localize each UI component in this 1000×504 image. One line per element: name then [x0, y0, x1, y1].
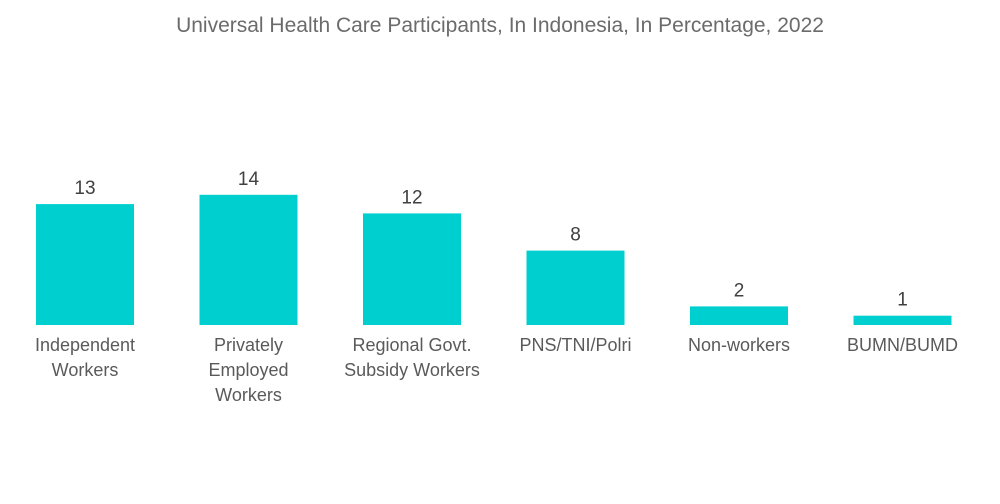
bar-0	[36, 204, 134, 325]
category-label-line: Privately	[214, 335, 283, 355]
category-label-line: Workers	[52, 360, 119, 380]
category-label-line: Workers	[215, 385, 282, 405]
category-label-3: PNS/TNI/Polri	[519, 335, 631, 355]
bar-1	[199, 194, 298, 325]
category-label-4: Non-workers	[688, 335, 790, 355]
category-label-line: BUMN/BUMD	[847, 335, 958, 355]
value-label-5: 1	[897, 290, 908, 311]
value-label-0: 13	[74, 178, 95, 199]
value-label-1: 14	[238, 169, 260, 190]
category-label-line: Subsidy Workers	[344, 360, 480, 380]
bar-3	[526, 250, 625, 325]
category-label-5: BUMN/BUMD	[847, 335, 958, 355]
category-label-line: Independent	[35, 335, 135, 355]
category-label-0: Independent Workers	[35, 335, 135, 380]
bars-group	[36, 194, 952, 325]
bar-4	[690, 306, 788, 325]
category-label-1: Privately Employed Workers	[208, 335, 288, 405]
category-label-2: Regional Govt. Subsidy Workers	[344, 335, 480, 380]
category-label-line: PNS/TNI/Polri	[519, 335, 631, 355]
value-label-4: 2	[734, 280, 745, 301]
bar-2	[363, 213, 461, 325]
category-label-line: Regional Govt.	[352, 335, 471, 355]
value-labels-group: 13 14 12 8 2 1	[74, 169, 907, 311]
category-labels-group: Independent Workers Privately Employed Worke…	[35, 335, 958, 405]
value-label-2: 12	[401, 187, 422, 208]
category-label-line: Employed	[208, 360, 288, 380]
chart-title: Universal Health Care Participants, In I…	[176, 14, 824, 37]
category-label-line: Non-workers	[688, 335, 790, 355]
value-label-3: 8	[570, 225, 581, 246]
bar-5	[853, 315, 952, 325]
